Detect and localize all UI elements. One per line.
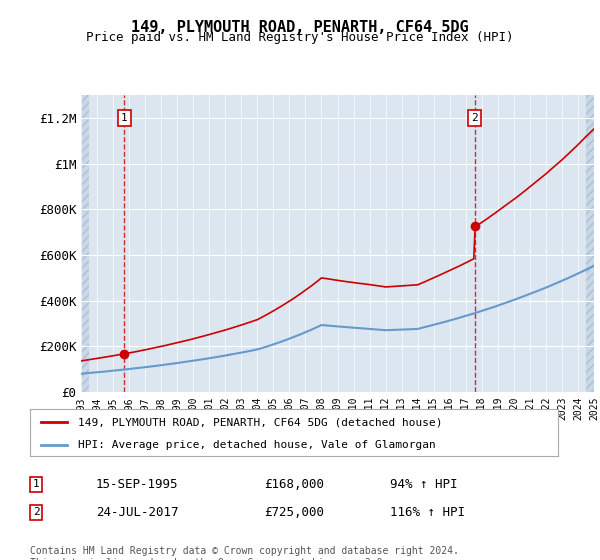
Text: 149, PLYMOUTH ROAD, PENARTH, CF64 5DG (detached house): 149, PLYMOUTH ROAD, PENARTH, CF64 5DG (d… <box>77 417 442 427</box>
Text: Price paid vs. HM Land Registry's House Price Index (HPI): Price paid vs. HM Land Registry's House … <box>86 31 514 44</box>
Text: 24-JUL-2017: 24-JUL-2017 <box>96 506 179 519</box>
Text: 149, PLYMOUTH ROAD, PENARTH, CF64 5DG: 149, PLYMOUTH ROAD, PENARTH, CF64 5DG <box>131 20 469 35</box>
Text: 116% ↑ HPI: 116% ↑ HPI <box>390 506 465 519</box>
Text: £168,000: £168,000 <box>264 478 324 491</box>
Text: 2: 2 <box>32 507 40 517</box>
Text: 15-SEP-1995: 15-SEP-1995 <box>96 478 179 491</box>
Text: 1: 1 <box>121 113 128 123</box>
Text: 1: 1 <box>32 479 40 489</box>
Text: HPI: Average price, detached house, Vale of Glamorgan: HPI: Average price, detached house, Vale… <box>77 440 435 450</box>
Text: £725,000: £725,000 <box>264 506 324 519</box>
Text: 94% ↑ HPI: 94% ↑ HPI <box>390 478 458 491</box>
Text: Contains HM Land Registry data © Crown copyright and database right 2024.
This d: Contains HM Land Registry data © Crown c… <box>30 546 459 560</box>
Text: 2: 2 <box>471 113 478 123</box>
